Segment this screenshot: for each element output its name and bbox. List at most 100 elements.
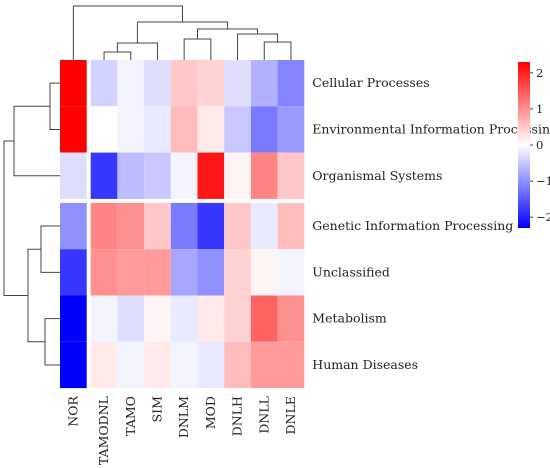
heatmap-cell [224,152,251,199]
heatmap-cell [277,341,305,389]
column-label: DNLE [283,396,298,434]
heatmap-cells [60,60,305,389]
heatmap-cell [90,295,118,342]
heatmap-cell [60,152,87,199]
column-dendrogram [72,5,292,60]
heatmap-cell [60,202,87,250]
heatmap-cell [250,106,278,153]
heatmap-cell [197,249,225,296]
heatmap-cell [197,152,225,199]
column-label: NOR [65,396,80,427]
legend-tick-label: 1 [536,102,543,116]
dendrogram-link [136,21,229,43]
dendrogram-link [13,105,60,177]
column-label: MOD [203,396,218,429]
heatmap-cell [197,60,225,107]
row-label: Genetic Information Processing [312,218,513,233]
heatmap-cell [224,295,251,342]
column-label: TAMO [123,396,138,436]
heatmap-cell [90,341,118,389]
row-label: Cellular Processes [312,75,429,90]
row-dendrogram [3,82,60,366]
legend-tick-label: 2 [536,66,543,80]
row-label: Metabolism [312,311,387,326]
column-labels: NOR TAMODNL TAMO SIM DNLM MOD DNLH DNLL DNLE [65,396,298,466]
heatmap-cell [170,202,198,250]
heatmap-cell [197,202,225,250]
heatmap-cell [60,106,87,153]
heatmap-cell [60,60,87,107]
heatmap-cell [170,152,198,199]
heatmap-cell [224,202,251,250]
heatmap-cell [60,295,87,342]
heatmap-cell [90,202,118,250]
heatmap-cell [117,106,145,153]
heatmap-cell [170,60,198,107]
dendrogram-link [40,225,60,273]
legend-tick-label: −1 [536,174,550,188]
heatmap-cell [224,341,251,389]
color-legend-bar [518,62,530,228]
heatmap-cell [277,106,305,153]
column-label: SIM [149,396,164,423]
heatmap-cell [250,295,278,342]
column-label: TAMODNL [96,396,111,465]
heatmap-cell [60,249,87,296]
heatmap-cell [117,60,145,107]
heatmap-cell [170,295,198,342]
heatmap-cell [144,60,171,107]
heatmap-cell [117,152,145,199]
dendrogram-link [237,33,279,60]
heatmap-cell [197,295,225,342]
legend-tick-label: 0 [536,138,543,152]
heatmap-cell [250,152,278,199]
dendrogram-link [49,82,60,130]
row-label: Unclassified [312,264,390,279]
dendrogram-link [27,248,45,343]
row-label: Organismal Systems [312,168,442,183]
heatmap-cell [250,60,278,107]
heatmap-cell [144,249,171,296]
heatmap-cell [144,152,171,199]
heatmap-cell [144,341,171,389]
heatmap-cell [197,341,225,389]
heatmap-cell [224,249,251,296]
heatmap-cell [277,152,305,199]
row-label: Human Diseases [312,357,418,372]
color-legend: 2 1 0 −1 −2 [518,62,550,228]
heatmap-cell [170,106,198,153]
heatmap-cell [90,106,118,153]
column-label: DNLM [176,396,191,438]
heatmap-cell [117,249,145,296]
heatmap-cell [90,249,118,296]
heatmap-cell [144,106,171,153]
heatmap-cell [90,152,118,199]
legend-tick-label: −2 [536,210,550,224]
heatmap-cell [250,249,278,296]
heatmap-cell [60,341,87,389]
heatmap-cell [197,106,225,153]
column-label: DNLL [256,396,271,434]
heatmap-cell [250,202,278,250]
row-labels: Cellular Processes Environmental Informat… [312,75,550,372]
dendrogram-link [103,51,132,60]
heatmap-cell [90,60,118,107]
heatmap-cell [170,249,198,296]
dendrogram-link [72,5,183,60]
dendrogram-link [44,318,60,366]
heatmap-cell [224,60,251,107]
dendrogram-link [263,41,292,60]
dendrogram-link [183,38,212,60]
heatmap-cell [144,295,171,342]
heatmap-cell [117,295,145,342]
dendrogram-link [3,140,28,296]
heatmap-cell [277,202,305,250]
heatmap-cell [250,341,278,389]
heatmap-cell [170,341,198,389]
row-label: Environmental Information Processing [312,121,550,136]
heatmap-cell [117,341,145,389]
heatmap-cell [144,202,171,250]
heatmap-cell [277,249,305,296]
